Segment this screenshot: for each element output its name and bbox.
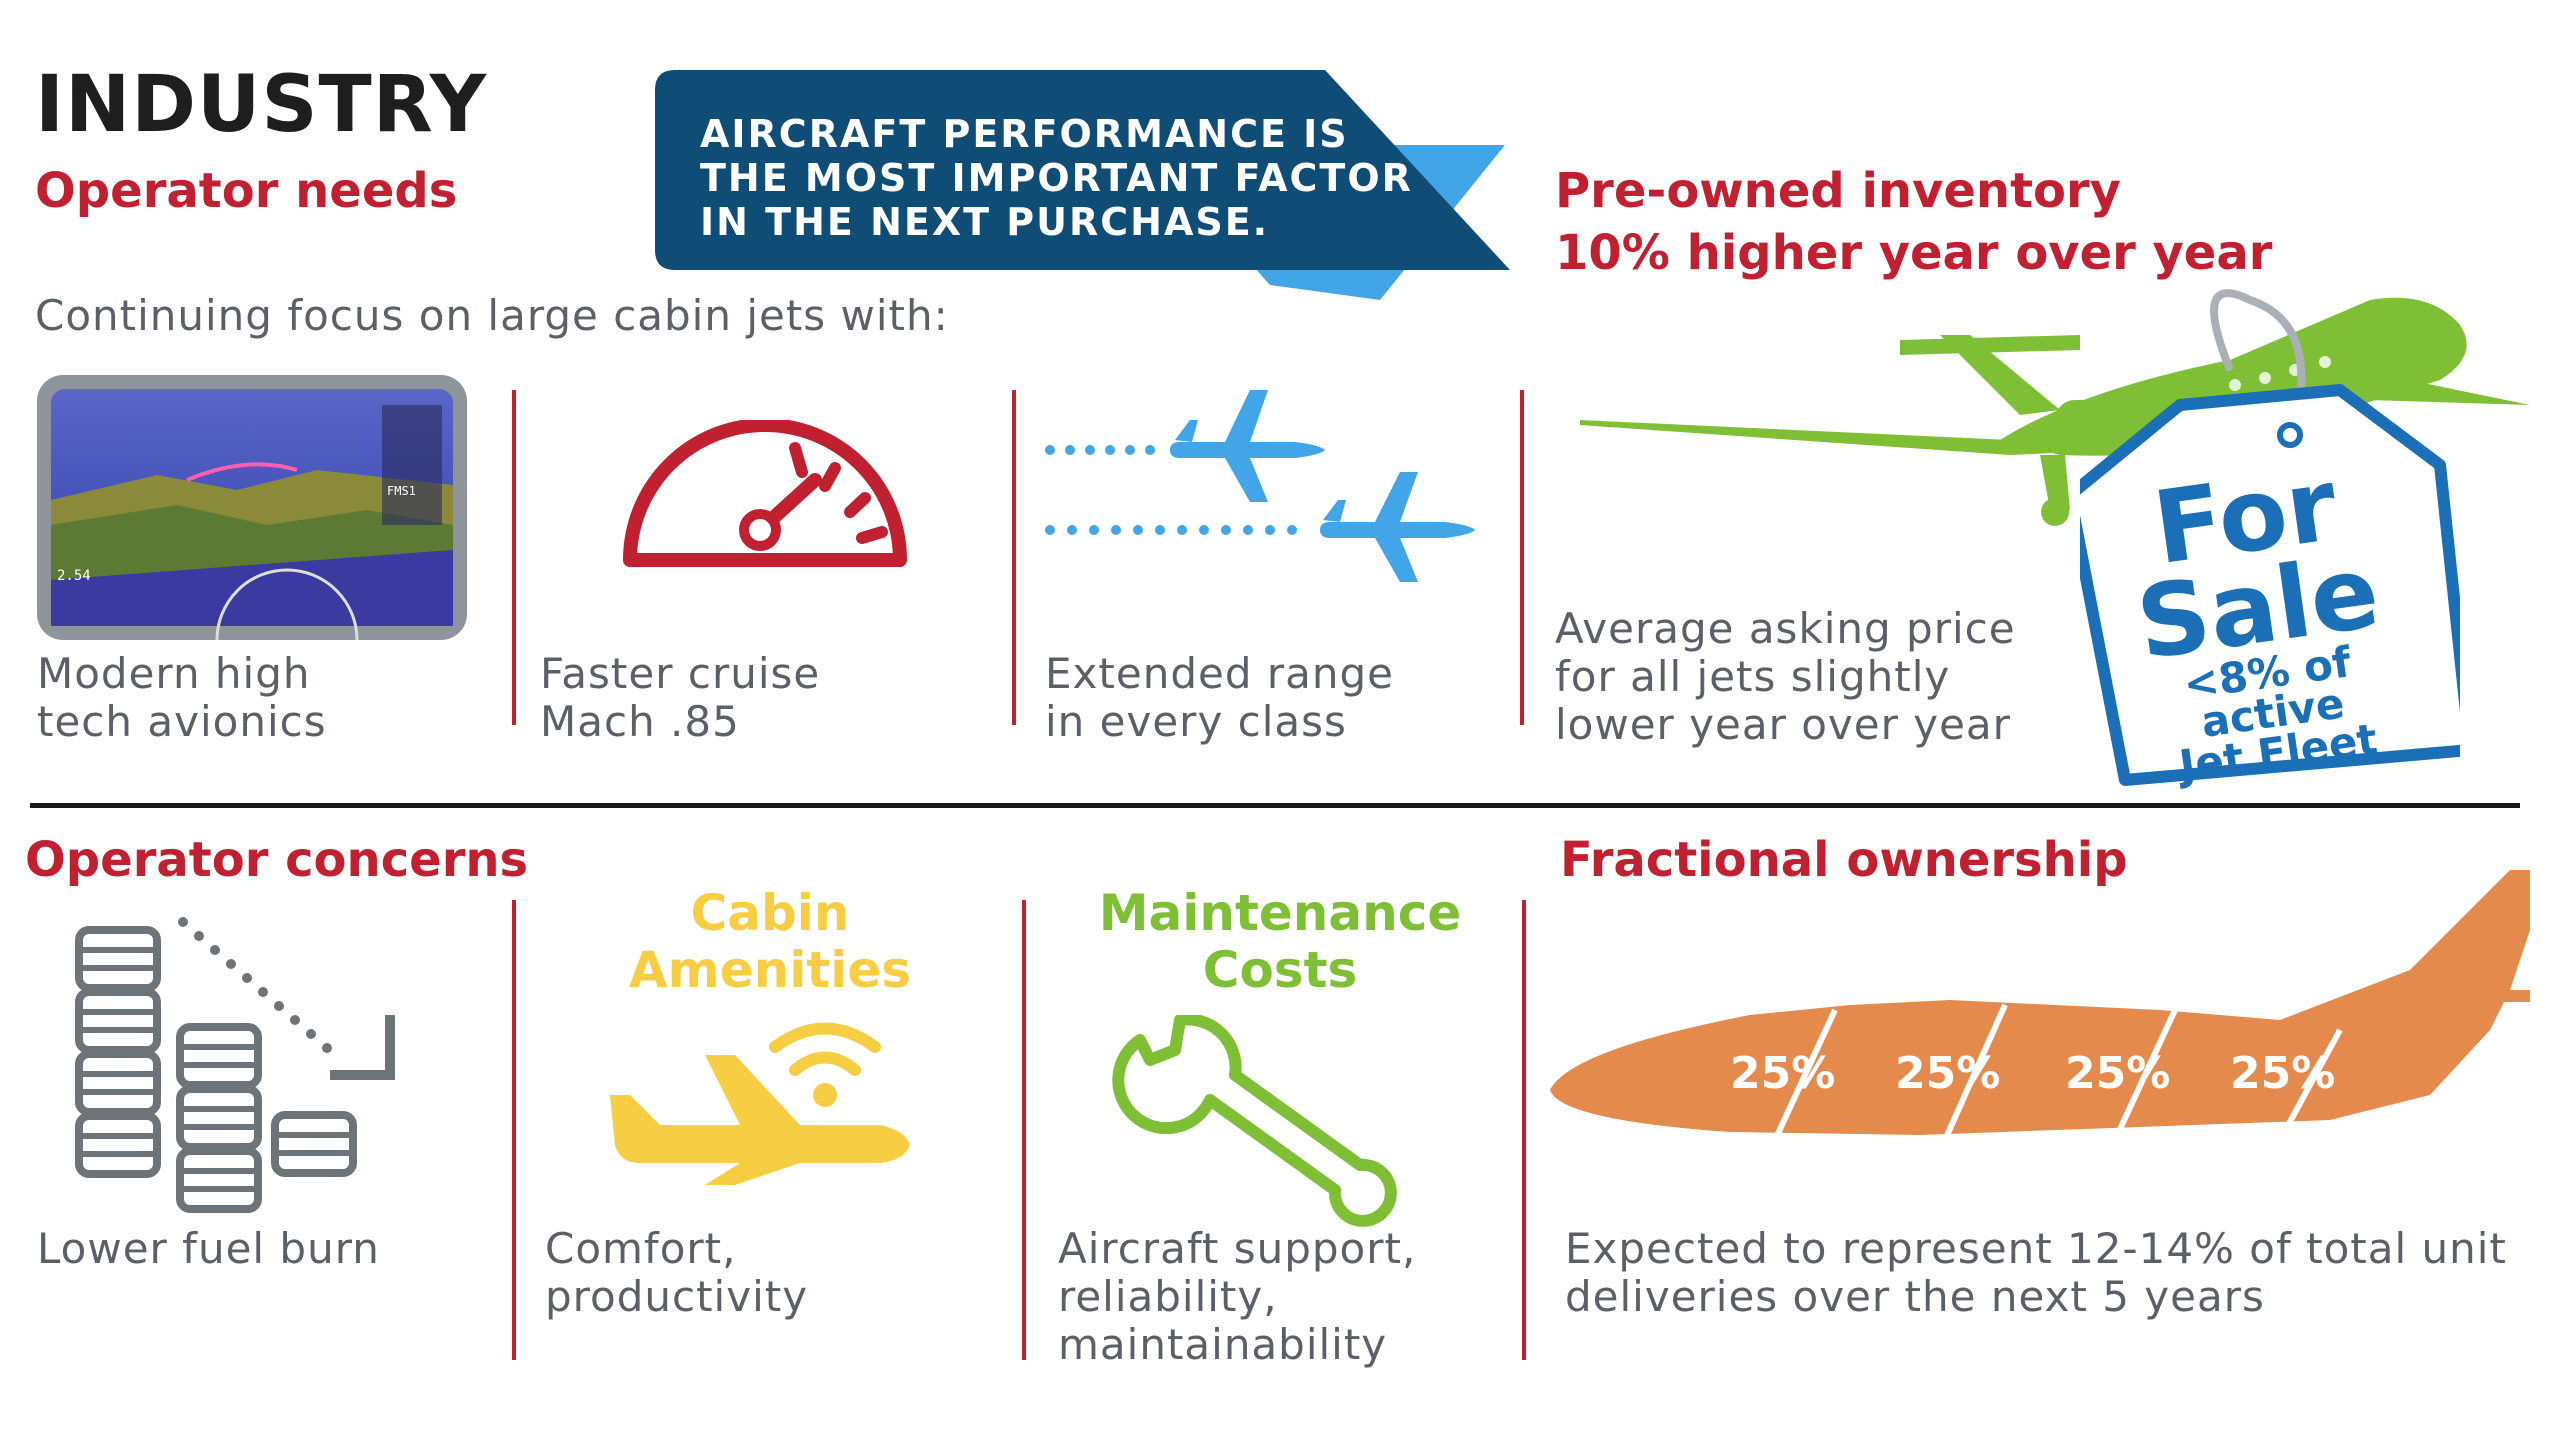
divider	[512, 390, 516, 725]
cruise-caption-line-1: Faster cruise	[540, 649, 821, 698]
callout-line-2: THE MOST IMPORTANT FACTOR	[700, 156, 1413, 200]
range-caption-line-2: in every class	[1045, 697, 1347, 746]
preowned-caption-line-3: lower year over year	[1555, 700, 2011, 749]
cabin-caption-line-1: Comfort,	[545, 1224, 737, 1273]
orange-jet-icon	[1550, 870, 2530, 1140]
divider	[1022, 900, 1026, 1360]
section-divider	[30, 803, 2520, 808]
share-4: 25%	[2230, 1048, 2336, 1099]
wrench-icon	[1112, 1015, 1397, 1227]
divider	[512, 900, 516, 1360]
cabin-title-line-1: Cabin	[690, 884, 850, 942]
avionics-caption: Modern high tech avionics	[37, 650, 327, 746]
fuel-caption: Lower fuel burn	[37, 1224, 380, 1273]
callout-banner	[655, 70, 1510, 300]
cabin-title-line-2: Amenities	[628, 941, 912, 999]
speedometer-icon	[623, 420, 907, 567]
fractional-caption-line-2: deliveries over the next 5 years	[1565, 1272, 2265, 1321]
fractional-heading: Fractional ownership	[1560, 832, 2128, 888]
avionics-display-icon: 2.54 FMS1	[37, 375, 467, 640]
divider	[1522, 900, 1526, 1360]
callout-line-3: IN THE NEXT PURCHASE.	[700, 200, 1270, 244]
fuel-barrels-icon	[75, 917, 395, 1220]
divider	[1520, 390, 1524, 725]
cabin-amenities-title: Cabin Amenities	[560, 885, 980, 999]
range-caption-line-1: Extended range	[1045, 649, 1394, 698]
avionics-caption-line-1: Modern high	[37, 649, 311, 698]
svg-text:FMS1: FMS1	[387, 484, 416, 498]
cruise-caption: Faster cruise Mach .85	[540, 650, 820, 746]
svg-text:2.54: 2.54	[57, 568, 91, 584]
share-2: 25%	[1895, 1048, 2001, 1099]
operator-concerns-heading: Operator concerns	[25, 832, 529, 888]
range-caption: Extended range in every class	[1045, 650, 1394, 746]
cabin-caption: Comfort, productivity	[545, 1225, 808, 1321]
green-jet-icon	[1580, 297, 2530, 526]
maintenance-caption: Aircraft support, reliability, maintaina…	[1058, 1225, 1416, 1369]
preowned-caption-line-1: Average asking price	[1555, 604, 2016, 653]
fractional-caption: Expected to represent 12-14% of total un…	[1565, 1225, 2507, 1321]
maintenance-title-line-2: Costs	[1202, 941, 1358, 999]
divider	[1012, 390, 1016, 725]
fractional-caption-line-1: Expected to represent 12-14% of total un…	[1565, 1224, 2507, 1273]
share-3: 25%	[2065, 1048, 2171, 1099]
preowned-caption: Average asking price for all jets slight…	[1555, 605, 2016, 749]
cruise-caption-line-2: Mach .85	[540, 697, 740, 746]
wifi-airplane-icon	[610, 1022, 910, 1185]
airplane-range-icon	[1045, 390, 1475, 582]
maintenance-title-line-1: Maintenance	[1098, 884, 1462, 942]
preowned-heading-2: 10% higher year over year	[1555, 225, 2273, 281]
maintenance-caption-line-2: reliability,	[1058, 1272, 1278, 1321]
share-1: 25%	[1730, 1048, 1836, 1099]
maintenance-caption-line-3: maintainability	[1058, 1320, 1388, 1369]
cabin-caption-line-2: productivity	[545, 1272, 809, 1321]
for-sale-tag-text: For Sale <8% of active Jet Fleet	[2080, 446, 2439, 795]
operator-needs-intro: Continuing focus on large cabin jets wit…	[35, 291, 949, 340]
avionics-caption-line-2: tech avionics	[37, 697, 327, 746]
callout-line-1: AIRCRAFT PERFORMANCE IS	[700, 112, 1349, 156]
maintenance-title: Maintenance Costs	[1080, 885, 1480, 999]
maintenance-caption-line-1: Aircraft support,	[1058, 1224, 1417, 1273]
for-sale-tag-icon	[2080, 289, 2460, 786]
page-title: INDUSTRY	[35, 60, 488, 150]
preowned-caption-line-2: for all jets slightly	[1555, 652, 1951, 701]
callout-text: AIRCRAFT PERFORMANCE IS THE MOST IMPORTA…	[700, 112, 1420, 244]
operator-needs-heading: Operator needs	[35, 163, 458, 219]
preowned-heading-1: Pre-owned inventory	[1555, 163, 2121, 219]
